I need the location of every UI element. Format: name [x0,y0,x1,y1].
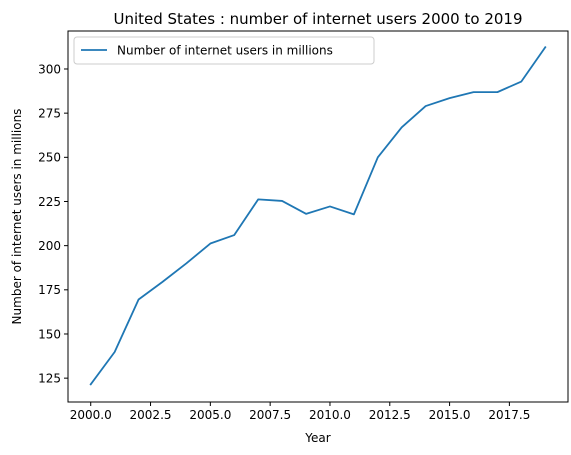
y-tick-label: 175 [38,283,61,297]
x-tick-label: 2000.0 [70,408,112,422]
chart-title: United States : number of internet users… [113,10,522,28]
y-tick-label: 200 [38,239,61,253]
x-tick-label: 2007.5 [249,408,291,422]
x-axis: 2000.0 2002.5 2005.0 2007.5 2010.0 2012.5 2015… [70,402,530,422]
legend: Number of internet users in millions [73,36,375,65]
series-line-0 [89,45,547,386]
y-tick-label: 300 [38,62,61,76]
x-tick-label: 2002.5 [130,408,172,422]
axes-frame [67,30,569,403]
y-tick-label: 150 [38,327,61,341]
plot-area [67,30,569,403]
x-tick-label: 2010.0 [309,408,351,422]
y-tick-label: 125 [38,371,61,385]
x-tick-label: 2015.0 [429,408,471,422]
legend-label: Number of internet users in millions [117,44,333,58]
x-tick-label: 2012.5 [369,408,411,422]
y-tick-label: 250 [38,151,61,165]
x-axis-label: Year [304,431,330,445]
y-axis-label: Number of internet users in millions [10,109,24,325]
y-tick-label: 225 [38,195,61,209]
x-tick-label: 2017.5 [488,408,530,422]
y-tick-label: 275 [38,106,61,120]
x-tick-label: 2005.0 [189,408,231,422]
legend-box [73,36,375,65]
series-layer [89,45,547,386]
y-axis: 125 150 175 200 225 250 275 300 [38,62,68,385]
